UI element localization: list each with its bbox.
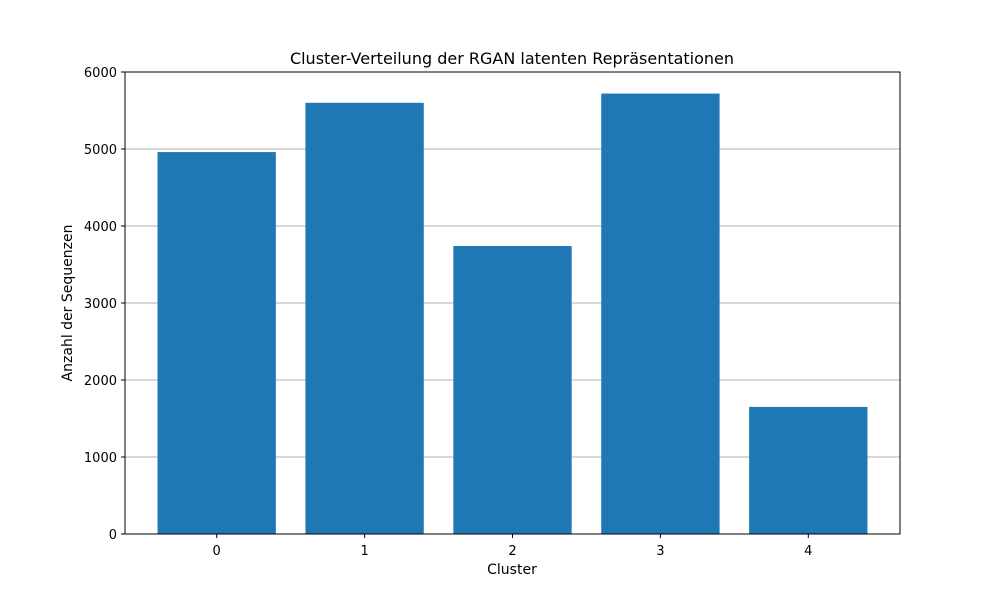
x-tick-label: 3: [656, 544, 664, 559]
bar-cluster-2: [453, 246, 572, 534]
bar-cluster-1: [305, 102, 424, 535]
y-tick-label: 1000: [84, 451, 117, 466]
x-tick-label: 2: [508, 544, 516, 559]
bar-cluster-3: [601, 93, 720, 534]
x-tick-label: 4: [804, 544, 812, 559]
y-tick-label: 4000: [84, 220, 117, 235]
bar-series: [157, 93, 868, 535]
bar-cluster-4: [749, 406, 868, 534]
y-tick-label: 5000: [84, 143, 117, 158]
x-axis-ticks: 0 1 2 3 4: [213, 534, 812, 559]
x-tick-label: 1: [360, 544, 368, 559]
bar-cluster-0: [157, 152, 276, 534]
chart-title: Cluster-Verteilung der RGAN latenten Rep…: [290, 49, 734, 68]
x-tick-label: 0: [213, 544, 221, 559]
y-tick-label: 2000: [84, 374, 117, 389]
y-axis-label: Anzahl der Sequenzen: [60, 225, 76, 382]
y-tick-label: 0: [109, 528, 117, 543]
y-axis-ticks: 0 1000 2000 3000 4000 5000 6000: [84, 66, 125, 543]
y-tick-label: 3000: [84, 297, 117, 312]
x-axis-label: Cluster: [487, 562, 537, 578]
y-tick-label: 6000: [84, 66, 117, 81]
